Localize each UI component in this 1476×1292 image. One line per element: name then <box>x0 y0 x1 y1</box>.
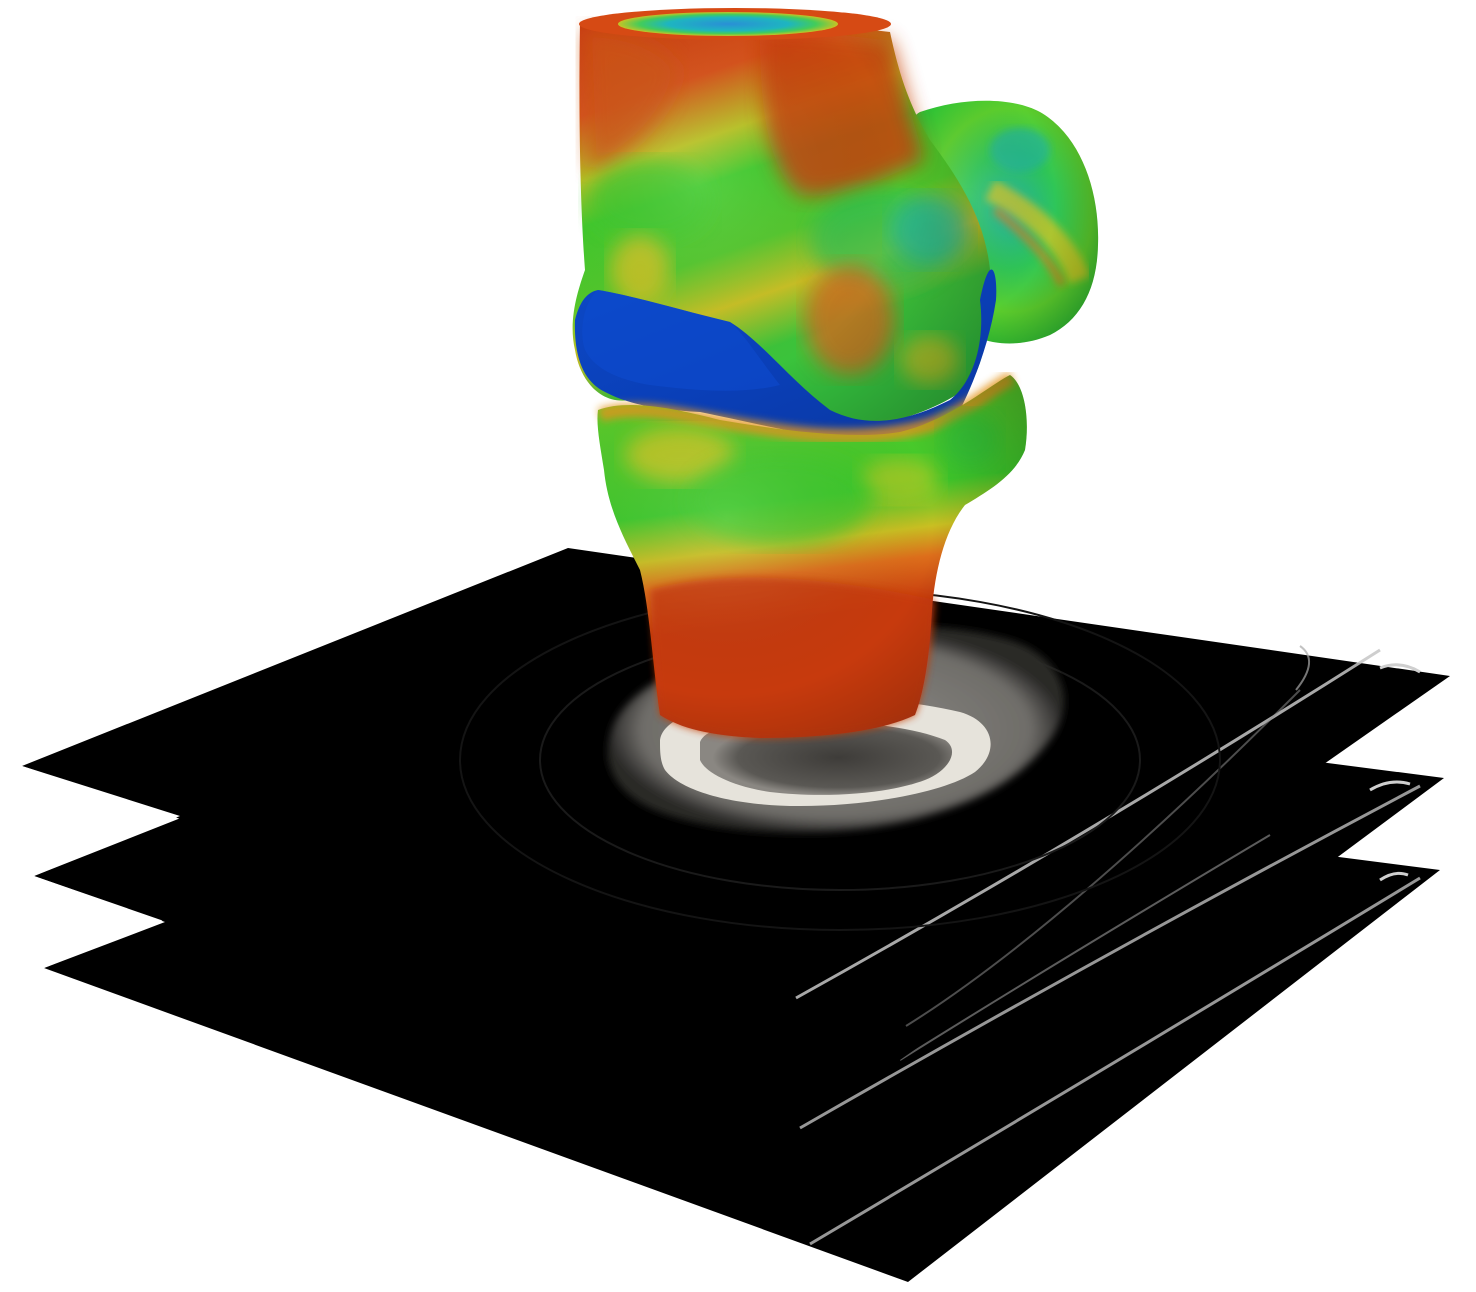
femur-model <box>572 8 991 430</box>
femur-cut-surface <box>579 8 891 40</box>
knee-3d-model <box>572 8 1099 738</box>
meniscus-cartilage <box>574 269 997 439</box>
patella-model <box>903 100 1099 344</box>
tibia-model <box>597 371 1027 738</box>
